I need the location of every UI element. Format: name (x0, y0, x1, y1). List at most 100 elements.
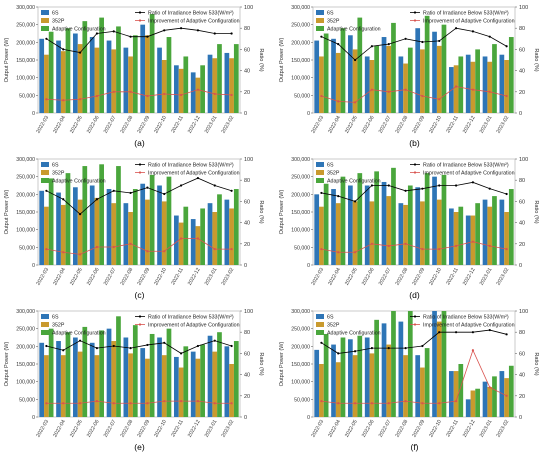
legend-swatch (41, 178, 49, 183)
x-tick-label: 2022-07 (378, 115, 393, 135)
bar (82, 166, 88, 265)
y2-axis-label: Ratio (%) (258, 200, 264, 223)
bar (340, 337, 346, 417)
line-point (438, 184, 441, 187)
legend-swatch (41, 162, 49, 167)
legend-label: Ratio of Irradiance Below 533(W/m²) (423, 315, 509, 321)
bar (56, 192, 61, 265)
line-point (370, 184, 374, 187)
x-tick-label: 2022-03 (310, 115, 325, 135)
bar (128, 353, 133, 417)
line-point (129, 242, 132, 245)
y-tick-label: 0 (32, 111, 35, 117)
bar (89, 37, 95, 113)
bar (224, 346, 230, 417)
bar (381, 181, 387, 265)
legend-label: 6S (327, 163, 334, 169)
bar (200, 208, 205, 265)
legend-label: Improvement of Adaptive Configuration (423, 323, 515, 329)
x-tick-label: 2022-10 (153, 419, 168, 439)
legend-label: Ratio of Irradiance Below 533(W/m²) (423, 163, 509, 169)
x-tick-label: 2022-10 (428, 419, 443, 439)
x-tick-label: 2022-11 (445, 419, 460, 438)
y-tick-label: 250,000 (291, 327, 310, 333)
y2-tick-label: 60 (519, 199, 525, 205)
x-tick-label: 2023-01 (204, 419, 219, 439)
line-point (387, 43, 390, 46)
bar (508, 189, 514, 265)
line-point (179, 237, 183, 240)
line-point (129, 35, 132, 38)
x-tick-label: 2022-07 (378, 267, 393, 287)
bar (398, 56, 404, 113)
bar (436, 321, 442, 417)
line-point (95, 94, 99, 98)
panel-label: (c) (135, 290, 145, 300)
y-tick-label: 250,000 (16, 327, 35, 333)
bar (157, 47, 162, 114)
line-point (353, 200, 357, 203)
x-tick-label: 2022-12 (462, 115, 477, 135)
x-tick-label: 2022-06 (361, 419, 376, 439)
line-point (404, 189, 407, 192)
y2-tick-label: 20 (244, 90, 250, 96)
y-axis-label: Output Power (W) (4, 37, 10, 82)
bar (424, 173, 430, 265)
bar (348, 185, 353, 265)
chart-panel: 0 50,000 100,000 150,000 200,000 250,000 300,0… (4, 309, 264, 452)
legend-marker (138, 315, 142, 318)
bar (499, 199, 505, 265)
bar (335, 52, 341, 113)
bar (381, 37, 387, 113)
line-point (230, 189, 233, 192)
legend: 6S 352P Adaptive Configuration Ratio of Irr… (41, 162, 240, 185)
bar (174, 215, 179, 265)
line-point (163, 29, 166, 32)
bar (369, 201, 375, 265)
y2-tick-label: 80 (244, 330, 250, 336)
y-tick-label: 50,000 (19, 397, 35, 403)
x-tick-label: 2022-06 (361, 115, 376, 135)
improvement-line (321, 241, 507, 253)
y2-tick-label: 80 (519, 178, 525, 184)
bar (352, 355, 358, 417)
x-tick-label: 2022-10 (428, 267, 443, 287)
y2-axis-label: Ratio (%) (533, 48, 539, 71)
bar (123, 337, 129, 417)
bar (174, 356, 179, 417)
bar (94, 355, 100, 417)
x-tick-label: 2022-06 (361, 267, 376, 287)
bar (207, 54, 213, 113)
bar (458, 364, 464, 417)
bar (56, 341, 61, 417)
bar (149, 333, 155, 417)
y-tick-label: 100,000 (16, 76, 35, 82)
line-point (454, 244, 458, 248)
bar (183, 206, 189, 265)
bar (482, 199, 488, 265)
bar (166, 37, 172, 113)
bar (504, 212, 509, 265)
line-point (505, 94, 508, 98)
bar (233, 341, 239, 417)
line-point (230, 402, 233, 405)
y2-tick-label: 40 (519, 69, 525, 75)
line-point (146, 343, 149, 347)
bar (407, 311, 413, 417)
line-point (320, 35, 323, 38)
bar (475, 203, 480, 265)
bar (504, 378, 509, 417)
bar (424, 15, 430, 113)
line-point (438, 39, 441, 43)
y-tick-label: 300,000 (291, 5, 310, 11)
y2-tick-label: 60 (519, 47, 525, 53)
y2-tick-label: 40 (244, 373, 250, 379)
chart-panel: 0 50,000 100,000 150,000 200,000 250,000 300,0… (4, 5, 264, 148)
bar (453, 65, 459, 113)
line-point (129, 402, 132, 405)
line-point (387, 244, 390, 248)
y-tick-label: 0 (32, 263, 35, 269)
bar (352, 201, 358, 265)
y-tick-label: 50,000 (294, 93, 310, 99)
bar (73, 337, 78, 417)
